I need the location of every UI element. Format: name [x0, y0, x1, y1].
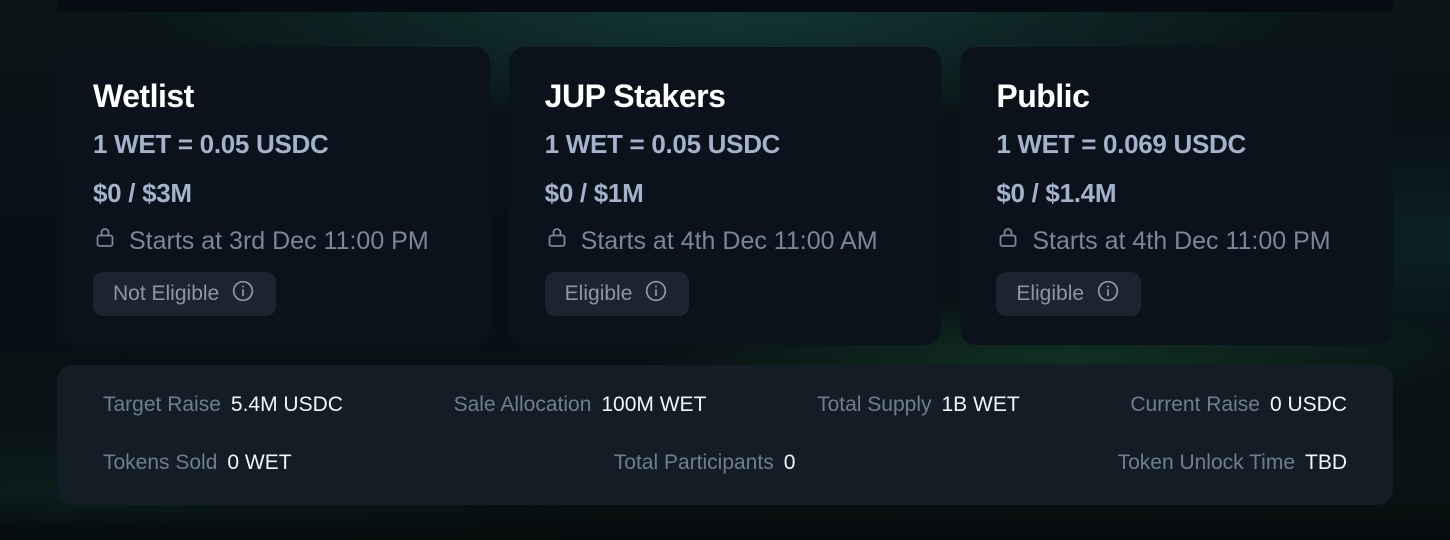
eligibility-label: Eligible [564, 282, 633, 305]
eligibility-label: Not Eligible [113, 282, 220, 305]
raise-progress: $0 / $3M [93, 178, 192, 208]
stat-value: 100M WET [601, 393, 707, 416]
lock-icon [545, 225, 569, 256]
start-time-label: Starts at 3rd Dec 11:00 PM [129, 226, 429, 255]
stat-current-raise: Current Raise 0 USDC [1130, 393, 1347, 417]
stat-value: TBD [1305, 451, 1347, 474]
card-wetlist: Wetlist 1 WET = 0.05 USDC $0 / $3M Start… [57, 47, 490, 345]
lock-icon [93, 225, 117, 256]
stat-label: Current Raise [1130, 393, 1260, 416]
top-panel-edge [57, 0, 1393, 12]
start-time-row: Starts at 3rd Dec 11:00 PM [93, 225, 454, 256]
info-icon [643, 278, 669, 310]
stat-value: 1B WET [941, 393, 1020, 416]
info-icon [1095, 278, 1121, 310]
raise-progress: $0 / $1M [544, 178, 644, 208]
token-sale-section: Wetlist 1 WET = 0.05 USDC $0 / $3M Start… [57, 47, 1394, 505]
sale-stats-panel: Target Raise 5.4M USDC Sale Allocation 1… [57, 365, 1393, 505]
card-jup-stakers: JUP Stakers 1 WET = 0.05 USDC $0 / $1M S… [508, 47, 942, 345]
stat-value: 0 WET [227, 451, 292, 474]
stat-label: Target Raise [103, 393, 221, 416]
info-icon [230, 278, 256, 310]
stat-value: 0 [783, 451, 796, 474]
stat-target-raise: Target Raise 5.4M USDC [103, 393, 343, 417]
card-title: JUP Stakers [544, 78, 726, 114]
stat-value: 5.4M USDC [230, 393, 343, 416]
card-title: Public [996, 78, 1090, 114]
token-price: 1 WET = 0.069 USDC [996, 129, 1246, 159]
start-time-row: Starts at 4th Dec 11:00 PM [996, 225, 1357, 256]
eligibility-badge[interactable]: Eligible [544, 272, 690, 316]
start-time-label: Starts at 4th Dec 11:00 PM [1032, 226, 1331, 255]
eligibility-badge[interactable]: Not Eligible [93, 272, 277, 316]
stats-row-1: Target Raise 5.4M USDC Sale Allocation 1… [103, 393, 1347, 417]
stat-value: 0 USDC [1269, 393, 1347, 416]
card-title: Wetlist [93, 78, 194, 114]
stat-label: Sale Allocation [453, 393, 592, 416]
stat-label: Token Unlock Time [1117, 451, 1295, 474]
token-price: 1 WET = 0.05 USDC [93, 129, 329, 159]
card-public: Public 1 WET = 0.069 USDC $0 / $1.4M Sta… [960, 47, 1394, 345]
eligibility-label: Eligible [1016, 282, 1085, 305]
lock-icon [996, 225, 1020, 256]
start-time-row: Starts at 4th Dec 11:00 AM [545, 225, 906, 256]
stats-row-2: Tokens Sold 0 WET Total Participants 0 T… [103, 451, 1347, 475]
stat-label: Total Supply [817, 393, 932, 416]
stat-label: Tokens Sold [103, 451, 218, 474]
stat-total-participants: Total Participants 0 [614, 451, 796, 475]
eligibility-badge[interactable]: Eligible [996, 272, 1142, 316]
start-time-label: Starts at 4th Dec 11:00 AM [580, 226, 878, 255]
stat-sale-allocation: Sale Allocation 100M WET [454, 393, 707, 417]
token-price: 1 WET = 0.05 USDC [544, 129, 781, 159]
raise-progress: $0 / $1.4M [996, 178, 1117, 208]
sale-phase-cards-row: Wetlist 1 WET = 0.05 USDC $0 / $3M Start… [57, 47, 1394, 345]
stat-total-supply: Total Supply 1B WET [817, 393, 1020, 417]
stat-tokens-sold: Tokens Sold 0 WET [103, 451, 292, 475]
stat-token-unlock-time: Token Unlock Time TBD [1118, 451, 1347, 475]
stat-label: Total Participants [613, 451, 774, 474]
